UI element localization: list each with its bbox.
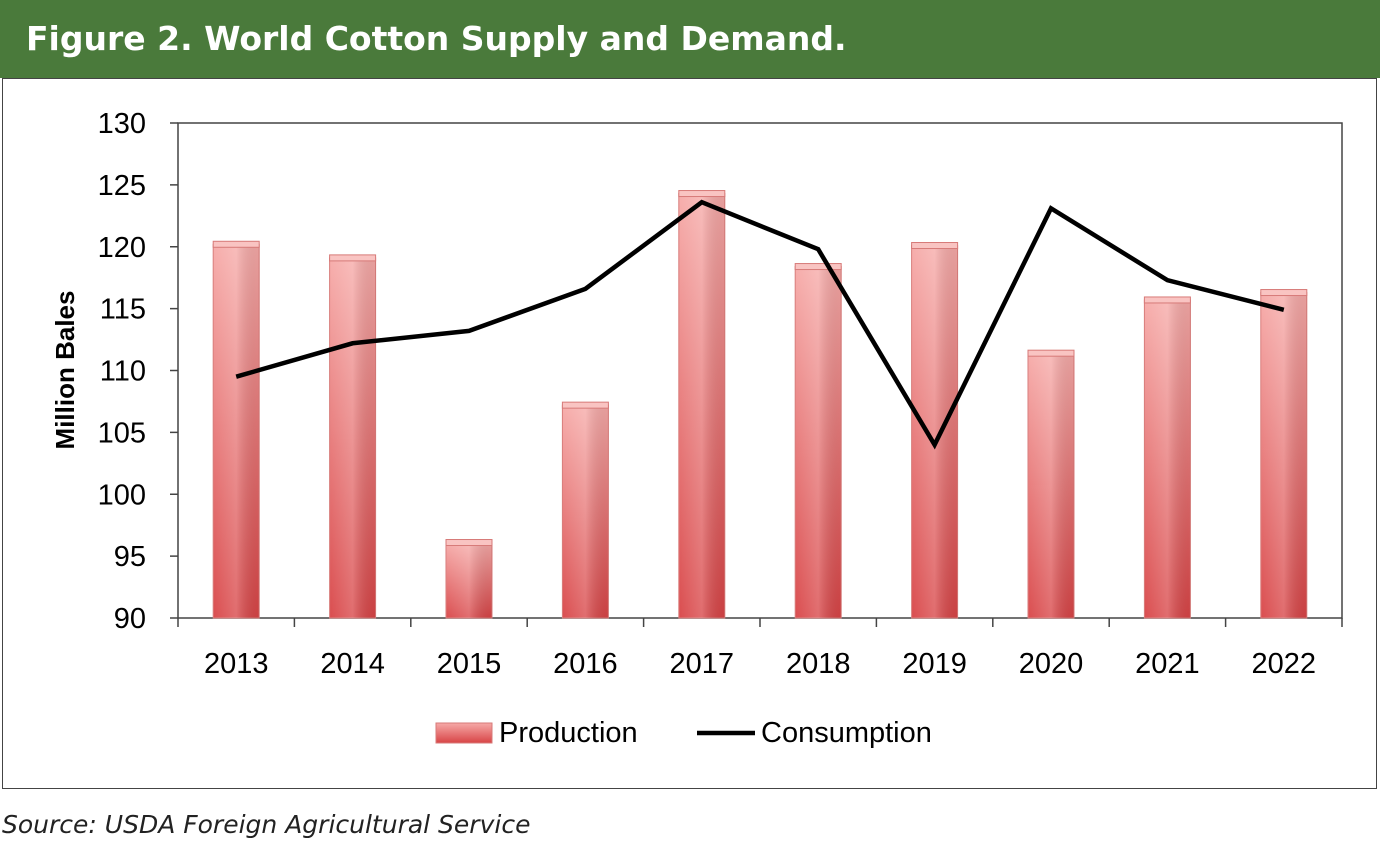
x-tick-label: 2018: [786, 648, 851, 680]
bar-shine: [678, 193, 725, 618]
bar-shine: [1144, 299, 1191, 618]
y-axis-title: Million Bales: [50, 291, 80, 450]
bar-cap: [911, 242, 959, 250]
bar-cap: [212, 240, 260, 248]
x-tick-label: 2013: [204, 648, 269, 680]
legend-label-production: Production: [499, 717, 638, 749]
bar-2014: [329, 254, 377, 619]
bar-2015: [445, 539, 493, 619]
legend-swatch-production: [435, 722, 493, 744]
bar-cap: [1260, 289, 1308, 297]
chart-frame: [2, 78, 1377, 789]
x-tick-label: 2014: [320, 648, 385, 680]
y-tick-label: 90: [114, 603, 146, 635]
y-tick-label: 125: [98, 170, 146, 202]
bar-cap: [794, 263, 842, 271]
x-tick-label: 2019: [902, 648, 967, 680]
bar-cap: [1143, 296, 1191, 304]
legend-label-consumption: Consumption: [761, 717, 932, 749]
bar-2017: [678, 190, 726, 619]
bar-2016: [561, 401, 609, 619]
legend-item-production: Production: [435, 717, 638, 749]
bar-cap: [329, 254, 377, 262]
bar-2013: [212, 240, 260, 619]
bar-shine: [329, 257, 376, 618]
bar-cap: [1027, 349, 1075, 357]
bar-2019: [911, 242, 959, 619]
figure-header: Figure 2. World Cotton Supply and Demand…: [0, 0, 1380, 78]
bar-cap: [445, 539, 493, 547]
x-tick-label: 2016: [553, 648, 618, 680]
bar-shine: [213, 244, 260, 618]
y-tick-label: 100: [98, 479, 146, 511]
y-tick-label: 105: [98, 417, 146, 449]
y-tick-label: 130: [98, 108, 146, 140]
y-tick-label: 115: [100, 294, 146, 326]
x-tick-label: 2017: [670, 648, 735, 680]
x-tick-label: 2020: [1019, 648, 1084, 680]
y-tick-label: 110: [100, 356, 146, 388]
x-tick-label: 2021: [1135, 648, 1200, 680]
x-tick-label: 2015: [437, 648, 502, 680]
bar-cap: [678, 190, 726, 198]
bar-shine: [1260, 292, 1307, 618]
bar-shine: [911, 245, 958, 618]
bar-2021: [1143, 296, 1191, 619]
bar-2018: [794, 263, 842, 619]
legend-item-consumption: Consumption: [697, 717, 932, 749]
bar-shine: [1028, 353, 1074, 618]
y-tick-label: 120: [98, 232, 146, 264]
x-tick-label: 2022: [1252, 648, 1317, 680]
combo-chart: 90 95 100 105 110 115 120 125 130 2013 2014 2015 201…: [50, 108, 1343, 749]
bar-2020: [1027, 349, 1075, 619]
bar-shine: [562, 405, 609, 618]
bar-shine: [446, 542, 492, 618]
figure-title: Figure 2. World Cotton Supply and Demand…: [26, 19, 847, 58]
bar-2022: [1260, 289, 1308, 619]
bar-shine: [795, 266, 842, 618]
bar-cap: [561, 401, 609, 409]
y-tick-label: 95: [114, 541, 146, 573]
source-note: Source: USDA Foreign Agricultural Servic…: [2, 810, 531, 839]
consumption-line: [235, 199, 1285, 450]
